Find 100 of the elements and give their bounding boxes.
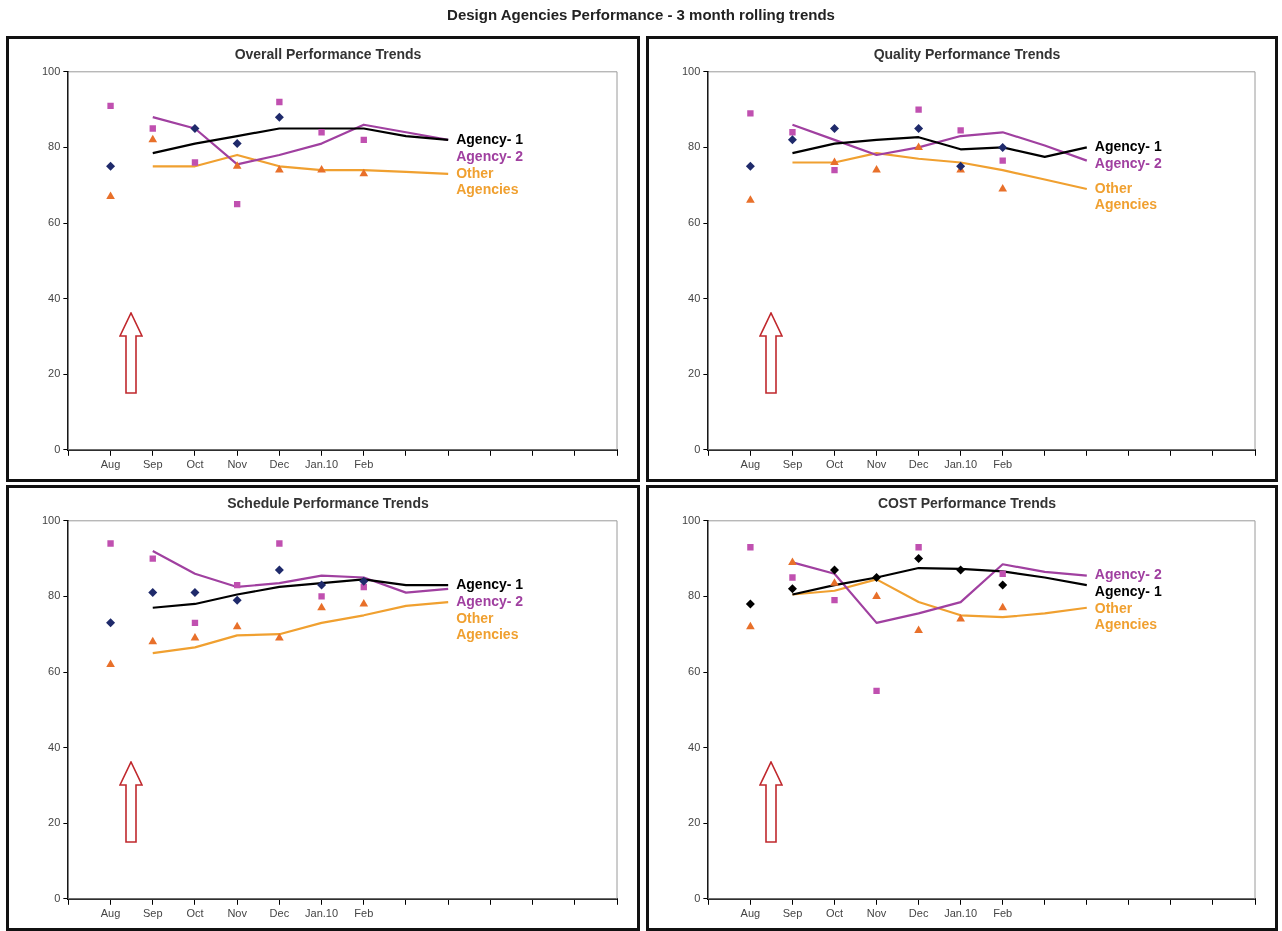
y-tick-label: 60 bbox=[48, 665, 61, 678]
x-tick-label: Jan.10 bbox=[944, 458, 978, 471]
x-tick-label: Sep bbox=[142, 907, 163, 920]
y-tick-label: 0 bbox=[694, 442, 701, 455]
point bbox=[359, 598, 369, 607]
y-tick-label: 60 bbox=[688, 216, 701, 229]
point bbox=[915, 544, 922, 551]
x-tick-label: Dec bbox=[908, 458, 929, 471]
x-tick-label: Dec bbox=[269, 458, 290, 471]
point bbox=[747, 110, 754, 117]
point bbox=[317, 165, 326, 173]
y-tick-label: 80 bbox=[688, 589, 701, 602]
point bbox=[914, 142, 923, 150]
point bbox=[106, 618, 116, 628]
point bbox=[276, 98, 283, 106]
x-tick-label: Sep bbox=[782, 907, 803, 920]
x-tick-label: Feb bbox=[354, 907, 374, 920]
x-tick-label: Nov bbox=[227, 907, 248, 920]
x-tick-label: Aug bbox=[740, 907, 761, 920]
point bbox=[956, 565, 966, 575]
x-tick-label: Dec bbox=[908, 907, 929, 920]
x-tick-label: Nov bbox=[866, 907, 887, 920]
x-tick-label: Aug bbox=[100, 458, 121, 471]
x-tick-label: Oct bbox=[186, 907, 204, 920]
point bbox=[747, 544, 754, 551]
point bbox=[830, 578, 839, 586]
point bbox=[148, 636, 158, 645]
chart-title: Quality Performance Trends bbox=[873, 46, 1061, 63]
x-tick-label: Feb bbox=[993, 907, 1013, 920]
point bbox=[830, 124, 839, 133]
point bbox=[318, 129, 325, 136]
point bbox=[274, 112, 284, 122]
point bbox=[190, 588, 200, 598]
point bbox=[318, 593, 325, 600]
y-tick-label: 40 bbox=[688, 740, 701, 753]
point bbox=[275, 632, 284, 641]
series-label: Other Agencies bbox=[456, 164, 519, 197]
point bbox=[872, 591, 881, 599]
point bbox=[998, 142, 1008, 152]
series-label: Other Agencies bbox=[456, 609, 519, 642]
y-tick-label: 0 bbox=[54, 891, 61, 904]
y-tick-label: 0 bbox=[54, 442, 61, 455]
point bbox=[999, 157, 1006, 164]
y-tick-label: 20 bbox=[688, 816, 701, 829]
point bbox=[359, 576, 369, 586]
point bbox=[914, 625, 923, 633]
point bbox=[956, 614, 965, 622]
point bbox=[789, 129, 796, 136]
point bbox=[317, 602, 326, 611]
x-tick-label: Jan.10 bbox=[944, 907, 978, 920]
point bbox=[872, 165, 881, 173]
point bbox=[830, 565, 839, 575]
series-label: Agency- 1 bbox=[456, 130, 524, 147]
point bbox=[107, 102, 114, 109]
x-tick-label: Sep bbox=[142, 458, 163, 471]
x-tick-label: Sep bbox=[782, 458, 803, 471]
point bbox=[998, 183, 1008, 192]
point bbox=[107, 540, 114, 547]
x-tick-label: Aug bbox=[100, 907, 121, 920]
point bbox=[830, 157, 839, 166]
chart-title: COST Performance Trends bbox=[877, 495, 1057, 512]
y-tick-label: 40 bbox=[688, 291, 701, 304]
series-label: Agency- 2 bbox=[1094, 566, 1162, 583]
series-label: Other Agencies bbox=[1094, 179, 1158, 212]
point bbox=[317, 580, 327, 590]
point bbox=[148, 588, 158, 598]
point bbox=[745, 161, 755, 171]
x-tick-label: Nov bbox=[866, 458, 887, 471]
point bbox=[148, 134, 158, 143]
point bbox=[149, 125, 156, 132]
point bbox=[872, 573, 882, 582]
point bbox=[106, 659, 115, 667]
series-label: Agency- 1 bbox=[1094, 583, 1162, 600]
x-tick-label: Oct bbox=[825, 458, 844, 471]
point bbox=[359, 168, 369, 177]
y-tick-label: 80 bbox=[688, 140, 701, 153]
point bbox=[275, 165, 284, 173]
point bbox=[149, 555, 156, 562]
point bbox=[190, 632, 200, 641]
y-tick-label: 20 bbox=[48, 816, 61, 829]
chart-title: Schedule Performance Trends bbox=[227, 495, 429, 512]
point bbox=[106, 161, 116, 171]
y-tick-label: 40 bbox=[48, 740, 61, 753]
series-label: Agency- 1 bbox=[1094, 138, 1162, 155]
x-tick-label: Jan.10 bbox=[305, 458, 339, 471]
series-label: Agency- 2 bbox=[456, 592, 524, 609]
point bbox=[191, 159, 199, 166]
point bbox=[190, 124, 200, 133]
y-tick-label: 80 bbox=[48, 140, 61, 153]
x-tick-label: Jan.10 bbox=[305, 907, 339, 920]
chart-title: Overall Performance Trends bbox=[234, 46, 422, 63]
series-label: Other Agencies bbox=[1094, 600, 1158, 633]
point bbox=[831, 597, 838, 604]
point bbox=[106, 191, 115, 200]
y-tick-label: 100 bbox=[681, 64, 701, 77]
y-tick-label: 20 bbox=[48, 367, 61, 380]
y-tick-label: 0 bbox=[694, 891, 701, 904]
y-tick-label: 60 bbox=[48, 216, 61, 229]
x-tick-label: Feb bbox=[354, 458, 374, 471]
series-label: Agency- 2 bbox=[1094, 155, 1162, 172]
